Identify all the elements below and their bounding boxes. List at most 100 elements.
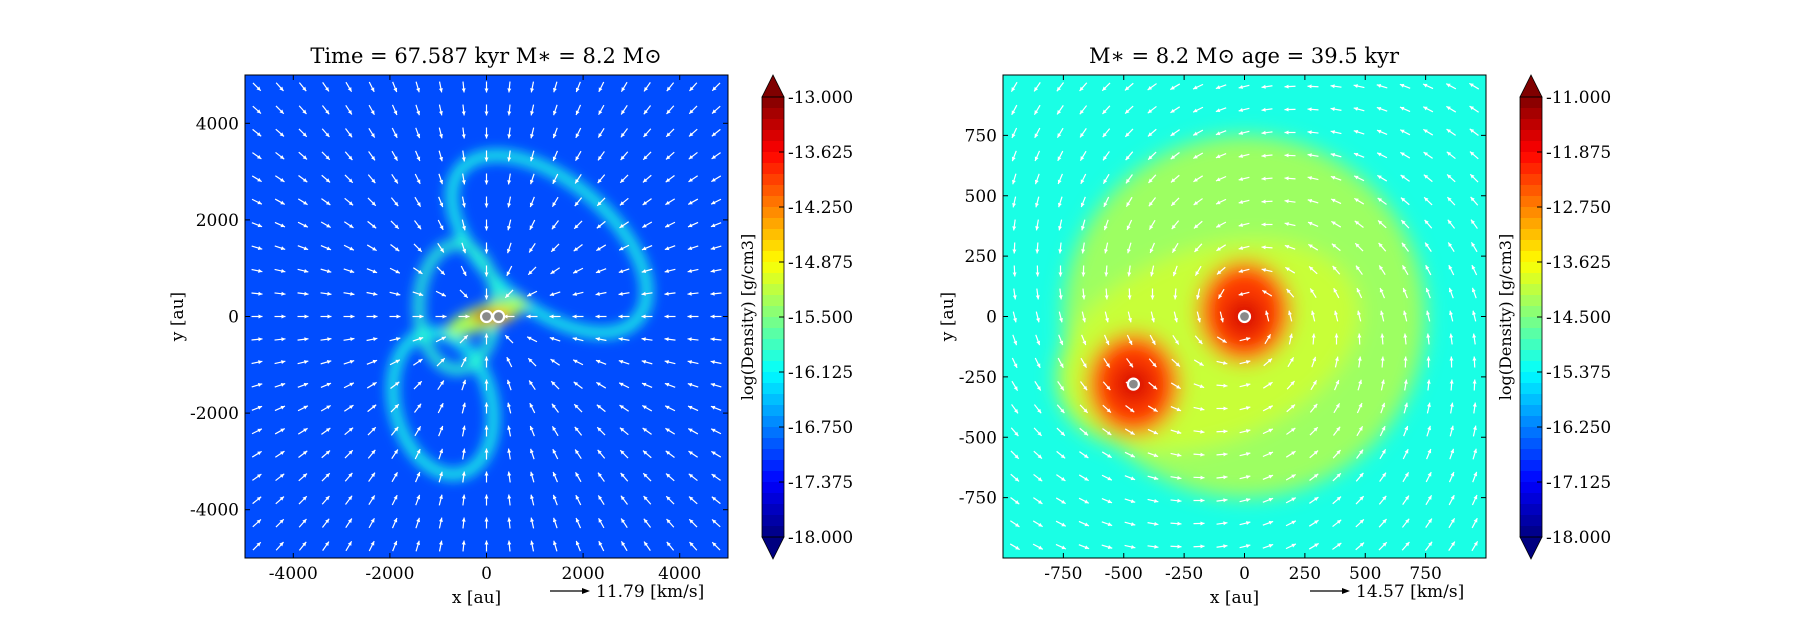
velocity-arrowhead bbox=[1176, 384, 1181, 389]
velocity-arrowhead bbox=[1289, 357, 1294, 362]
velocity-arrowhead bbox=[1426, 356, 1431, 361]
velocity-arrowhead bbox=[527, 336, 532, 341]
velocity-arrowhead bbox=[1103, 202, 1108, 207]
velocity-arrowhead bbox=[281, 337, 286, 342]
velocity-arrowhead bbox=[1425, 287, 1430, 293]
velocity-arrowhead bbox=[643, 155, 648, 160]
velocity-arrowhead bbox=[1081, 225, 1085, 231]
velocity-arrowhead bbox=[551, 247, 556, 252]
velocity-arrowhead bbox=[1057, 179, 1062, 185]
velocity-arrowhead bbox=[618, 359, 624, 364]
velocity-arrowhead bbox=[258, 268, 263, 273]
colorbar-tick-label: -12.750 bbox=[1546, 198, 1611, 218]
velocity-arrowhead bbox=[1353, 84, 1358, 89]
velocity-arrowhead bbox=[549, 336, 555, 341]
velocity-arrowhead bbox=[370, 541, 375, 546]
velocity-arrowhead bbox=[258, 314, 263, 319]
velocity-arrowhead bbox=[641, 314, 646, 319]
velocity-arrowhead bbox=[1147, 109, 1153, 114]
velocity-arrowhead bbox=[256, 474, 262, 478]
velocity-arrowhead bbox=[1127, 272, 1132, 277]
velocity-arrowhead bbox=[619, 405, 624, 410]
velocity-arrowhead bbox=[507, 88, 512, 93]
velocity-arrowhead bbox=[1381, 449, 1386, 454]
star-marker-2 bbox=[1126, 377, 1141, 391]
velocity-arrowhead bbox=[325, 132, 330, 138]
velocity-arrowhead bbox=[280, 428, 285, 433]
velocity-arrowhead bbox=[348, 132, 353, 138]
velocity-arrowhead bbox=[1171, 201, 1176, 206]
velocity-arrowhead bbox=[1331, 198, 1336, 203]
velocity-arrowhead bbox=[1216, 246, 1221, 251]
velocity-arrowhead bbox=[1378, 242, 1383, 248]
velocity-arrowhead bbox=[439, 202, 444, 208]
velocity-arrowhead bbox=[665, 223, 670, 228]
velocity-arrowhead bbox=[1405, 518, 1410, 524]
velocity-arrowhead bbox=[1148, 155, 1153, 160]
velocity-arrowhead bbox=[1153, 407, 1158, 412]
velocity-arrowhead bbox=[710, 268, 715, 273]
velocity-arrowhead bbox=[550, 359, 555, 364]
velocity-arrowhead bbox=[484, 333, 489, 338]
velocity-arrowhead bbox=[1061, 476, 1066, 481]
velocity-arrowhead bbox=[1057, 156, 1062, 161]
velocity-arrowhead bbox=[642, 450, 648, 455]
velocity-arrowhead bbox=[1353, 152, 1359, 157]
velocity-arrowhead bbox=[395, 359, 400, 364]
velocity-arrowhead bbox=[1238, 108, 1244, 112]
velocity-arrowhead bbox=[439, 403, 444, 408]
colorbar-tick-label: -16.125 bbox=[788, 363, 853, 383]
velocity-arrowhead bbox=[1245, 406, 1251, 410]
colorbar-band bbox=[762, 218, 784, 230]
colorbar-band bbox=[762, 526, 784, 538]
colorbar-band bbox=[762, 141, 784, 153]
velocity-arrowhead bbox=[439, 248, 444, 253]
velocity-arrowhead bbox=[256, 86, 261, 91]
velocity-arrowhead bbox=[1012, 295, 1017, 300]
velocity-arrowhead bbox=[438, 88, 443, 93]
velocity-arrowhead bbox=[1400, 129, 1405, 134]
velocity-arrowhead bbox=[598, 541, 603, 546]
velocity-arrowhead bbox=[327, 314, 332, 319]
velocity-arrowhead bbox=[303, 382, 309, 387]
velocity-arrowhead bbox=[1153, 430, 1158, 435]
velocity-arrowhead bbox=[302, 496, 307, 501]
velocity-arrowhead bbox=[1222, 338, 1227, 343]
velocity-arrowhead bbox=[302, 519, 307, 524]
velocity-arrowhead bbox=[688, 223, 693, 228]
velocity-arrowhead bbox=[484, 134, 489, 139]
velocity-arrowhead bbox=[1307, 130, 1312, 135]
velocity-arrowhead bbox=[575, 110, 580, 115]
velocity-arrowhead bbox=[1380, 333, 1385, 338]
velocity-arrowhead bbox=[1313, 403, 1318, 409]
velocity-arrowhead bbox=[1193, 108, 1198, 113]
velocity-arrowhead bbox=[484, 249, 489, 254]
colorbar-band bbox=[762, 97, 784, 109]
velocity-arrowhead bbox=[1172, 248, 1177, 253]
velocity-arrowhead bbox=[1220, 317, 1224, 323]
velocity-arrowhead bbox=[1200, 521, 1205, 526]
velocity-arrowhead bbox=[1038, 499, 1043, 504]
velocity-arrowhead bbox=[441, 336, 446, 341]
velocity-arrowhead bbox=[619, 427, 625, 432]
velocity-arrowhead bbox=[711, 428, 716, 433]
velocity-arrowhead bbox=[1261, 245, 1266, 250]
velocity-arrowhead bbox=[1215, 108, 1221, 113]
colorbar-tick-label: -13.625 bbox=[1546, 253, 1611, 273]
velocity-arrowhead bbox=[348, 178, 353, 183]
x-tick-label: 500 bbox=[1349, 564, 1381, 584]
velocity-arrowhead bbox=[506, 248, 511, 254]
velocity-arrowhead bbox=[1083, 385, 1088, 391]
velocity-arrowhead bbox=[1470, 196, 1475, 202]
velocity-arrowhead bbox=[1450, 495, 1455, 500]
velocity-arrowhead bbox=[325, 428, 331, 432]
velocity-arrowhead bbox=[1336, 426, 1341, 432]
velocity-arrowhead bbox=[1058, 295, 1063, 300]
velocity-arrowhead bbox=[1200, 406, 1205, 411]
velocity-arrowhead bbox=[1057, 133, 1062, 138]
velocity-arrowhead bbox=[327, 291, 332, 296]
colorbar-band bbox=[1520, 493, 1542, 505]
velocity-arrowhead bbox=[1105, 363, 1110, 368]
colorbar-band bbox=[1520, 306, 1542, 318]
velocity-arrowhead bbox=[325, 450, 331, 455]
